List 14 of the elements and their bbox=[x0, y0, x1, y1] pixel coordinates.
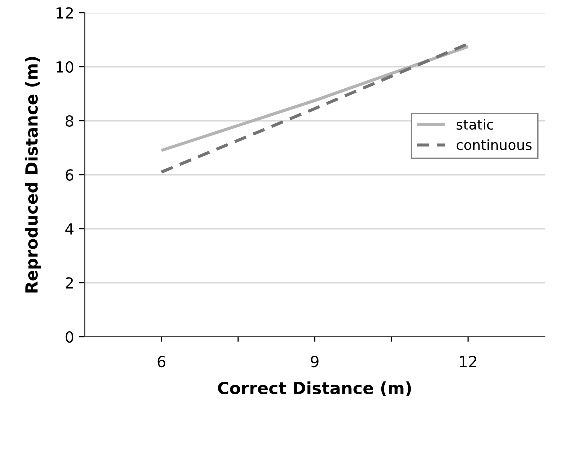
legend-label: continuous bbox=[456, 140, 532, 150]
y-axis-title: Reproduced Distance (m) bbox=[25, 57, 42, 293]
y-tick-label: 8 bbox=[66, 115, 74, 128]
x-tick-label: 12 bbox=[460, 356, 477, 368]
y-tick-label: 0 bbox=[66, 331, 74, 344]
y-tick-label: 10 bbox=[56, 61, 74, 74]
legend-label: static bbox=[456, 119, 494, 130]
x-axis-title: Correct Distance (m) bbox=[218, 382, 412, 397]
x-tick-label: 6 bbox=[158, 356, 166, 368]
y-tick-label: 2 bbox=[66, 277, 74, 289]
y-tick-label: 12 bbox=[56, 7, 74, 19]
y-tick-label: 6 bbox=[66, 169, 74, 182]
y-tick-label: 4 bbox=[66, 224, 74, 235]
x-tick-label: 9 bbox=[311, 356, 319, 368]
